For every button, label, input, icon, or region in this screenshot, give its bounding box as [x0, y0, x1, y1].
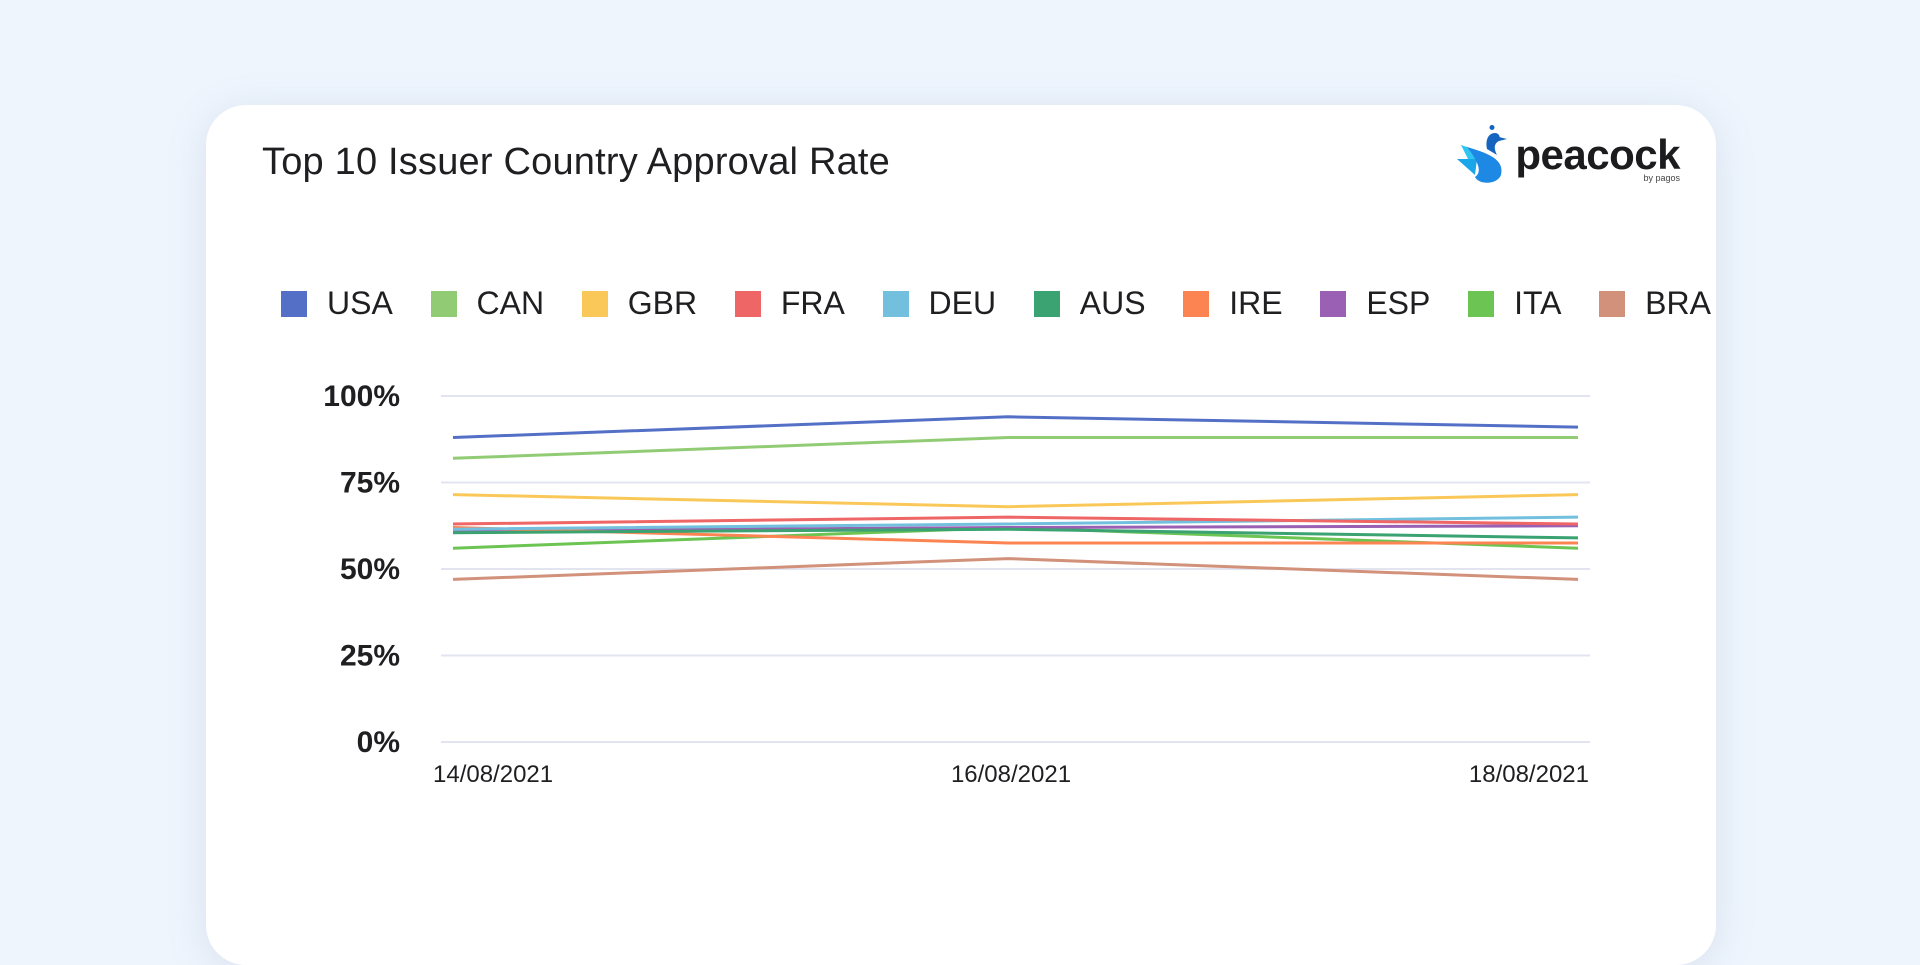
x-tick-label: 18/08/2021 — [1469, 761, 1589, 788]
series-line-can — [453, 438, 1578, 459]
y-tick-label: 0% — [357, 726, 400, 759]
y-tick-label: 100% — [323, 380, 400, 413]
x-tick-label: 16/08/2021 — [951, 761, 1071, 788]
y-tick-label: 50% — [340, 553, 400, 586]
y-tick-label: 75% — [340, 467, 400, 500]
y-tick-label: 25% — [340, 640, 400, 673]
line-chart-plot: 0% 25% 50% 75% 100% 14/08/2021 16/08/2021 18/08… — [0, 0, 1920, 896]
x-tick-label: 14/08/2021 — [433, 761, 553, 788]
series-line-gbr — [453, 495, 1578, 507]
series-line-usa — [453, 417, 1578, 438]
